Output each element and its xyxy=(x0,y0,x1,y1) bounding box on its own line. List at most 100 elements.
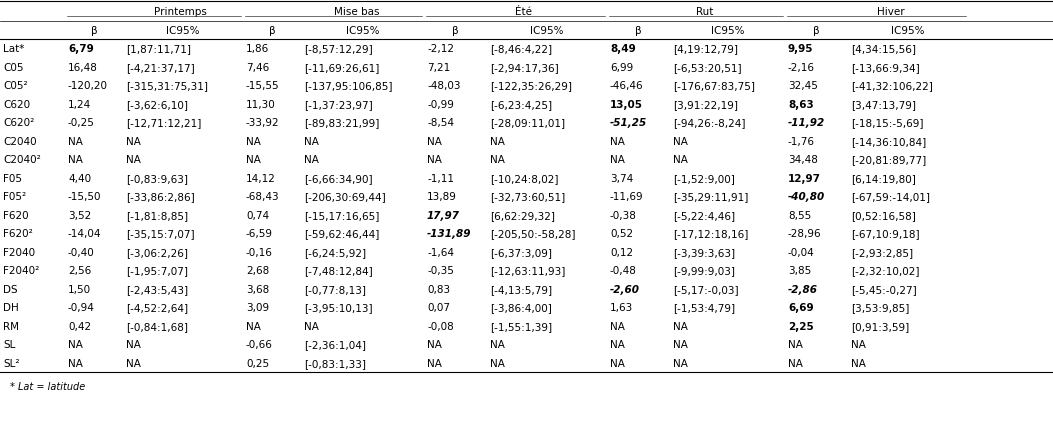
Text: [-2,43:5,43]: [-2,43:5,43] xyxy=(126,284,188,294)
Text: Hiver: Hiver xyxy=(876,7,905,17)
Text: 0,25: 0,25 xyxy=(246,358,270,368)
Text: [6,14:19,80]: [6,14:19,80] xyxy=(851,173,916,183)
Text: [-0,77:8,13]: [-0,77:8,13] xyxy=(304,284,366,294)
Text: [-13,66:9,34]: [-13,66:9,34] xyxy=(851,62,919,72)
Text: [4,19:12,79]: [4,19:12,79] xyxy=(673,44,738,54)
Text: [-2,32:10,02]: [-2,32:10,02] xyxy=(851,266,919,276)
Text: -68,43: -68,43 xyxy=(246,192,280,202)
Text: [-137,95:106,85]: [-137,95:106,85] xyxy=(304,81,393,91)
Text: 14,12: 14,12 xyxy=(246,173,276,183)
Text: 12,97: 12,97 xyxy=(788,173,821,183)
Text: 7,46: 7,46 xyxy=(246,62,270,72)
Text: -2,16: -2,16 xyxy=(788,62,815,72)
Text: [-4,52:2,64]: [-4,52:2,64] xyxy=(126,302,188,312)
Text: NA: NA xyxy=(246,155,261,165)
Text: [-32,73:60,51]: [-32,73:60,51] xyxy=(490,192,565,202)
Text: DH: DH xyxy=(3,302,19,312)
Text: [-41,32:106,22]: [-41,32:106,22] xyxy=(851,81,933,91)
Text: [-5,22:4,46]: [-5,22:4,46] xyxy=(673,210,735,220)
Text: -15,55: -15,55 xyxy=(246,81,280,91)
Text: [-206,30:69,44]: [-206,30:69,44] xyxy=(304,192,385,202)
Text: 13,89: 13,89 xyxy=(428,192,457,202)
Text: β: β xyxy=(452,26,459,36)
Text: [-67,59:-14,01]: [-67,59:-14,01] xyxy=(851,192,930,202)
Text: NA: NA xyxy=(304,321,319,331)
Text: [-176,67:83,75]: [-176,67:83,75] xyxy=(673,81,755,91)
Text: 4,40: 4,40 xyxy=(68,173,92,183)
Text: -120,20: -120,20 xyxy=(68,81,108,91)
Text: [-35,29:11,91]: [-35,29:11,91] xyxy=(673,192,749,202)
Text: β: β xyxy=(269,26,275,36)
Text: NA: NA xyxy=(673,155,688,165)
Text: 1,24: 1,24 xyxy=(68,99,92,109)
Text: [0,91:3,59]: [0,91:3,59] xyxy=(851,321,909,331)
Text: NA: NA xyxy=(851,339,866,349)
Text: NA: NA xyxy=(673,339,688,349)
Text: NA: NA xyxy=(788,339,802,349)
Text: -0,94: -0,94 xyxy=(68,302,95,312)
Text: 16,48: 16,48 xyxy=(68,62,98,72)
Text: NA: NA xyxy=(304,136,319,146)
Text: 1,50: 1,50 xyxy=(68,284,92,294)
Text: NA: NA xyxy=(610,358,624,368)
Text: [-3,62:6,10]: [-3,62:6,10] xyxy=(126,99,188,109)
Text: [-67,10:9,18]: [-67,10:9,18] xyxy=(851,229,919,239)
Text: [-8,46:4,22]: [-8,46:4,22] xyxy=(490,44,552,54)
Text: NA: NA xyxy=(610,136,624,146)
Text: 9,95: 9,95 xyxy=(788,44,814,54)
Text: C620: C620 xyxy=(3,99,31,109)
Text: [-3,95:10,13]: [-3,95:10,13] xyxy=(304,302,373,312)
Text: [3,53:9,85]: [3,53:9,85] xyxy=(851,302,910,312)
Text: -0,99: -0,99 xyxy=(428,99,454,109)
Text: NA: NA xyxy=(68,155,83,165)
Text: C05²: C05² xyxy=(3,81,27,91)
Text: [-1,52:9,00]: [-1,52:9,00] xyxy=(673,173,735,183)
Text: -2,60: -2,60 xyxy=(610,284,640,294)
Text: 3,09: 3,09 xyxy=(246,302,270,312)
Text: C05: C05 xyxy=(3,62,23,72)
Text: NA: NA xyxy=(610,339,624,349)
Text: 6,99: 6,99 xyxy=(610,62,633,72)
Text: [-0,83:1,33]: [-0,83:1,33] xyxy=(304,358,366,368)
Text: -131,89: -131,89 xyxy=(428,229,472,239)
Text: [-6,66:34,90]: [-6,66:34,90] xyxy=(304,173,373,183)
Text: -1,64: -1,64 xyxy=(428,247,454,257)
Text: 1,63: 1,63 xyxy=(610,302,633,312)
Text: Été: Été xyxy=(516,7,533,17)
Text: [-33,86:2,86]: [-33,86:2,86] xyxy=(126,192,195,202)
Text: [-6,24:5,92]: [-6,24:5,92] xyxy=(304,247,366,257)
Text: F2040²: F2040² xyxy=(3,266,39,276)
Text: [4,34:15,56]: [4,34:15,56] xyxy=(851,44,916,54)
Text: [-94,26:-8,24]: [-94,26:-8,24] xyxy=(673,118,746,128)
Text: NA: NA xyxy=(610,155,624,165)
Text: C2040: C2040 xyxy=(3,136,37,146)
Text: [-0,84:1,68]: [-0,84:1,68] xyxy=(126,321,188,331)
Text: IC95%: IC95% xyxy=(531,26,563,36)
Text: -40,80: -40,80 xyxy=(788,192,826,202)
Text: NA: NA xyxy=(673,358,688,368)
Text: -0,40: -0,40 xyxy=(68,247,95,257)
Text: NA: NA xyxy=(68,358,83,368)
Text: [-3,06:2,26]: [-3,06:2,26] xyxy=(126,247,188,257)
Text: NA: NA xyxy=(126,339,141,349)
Text: -1,11: -1,11 xyxy=(428,173,454,183)
Text: NA: NA xyxy=(246,321,261,331)
Text: Printemps: Printemps xyxy=(154,7,206,17)
Text: 0,12: 0,12 xyxy=(610,247,633,257)
Text: 11,30: 11,30 xyxy=(246,99,276,109)
Text: RM: RM xyxy=(3,321,19,331)
Text: [-89,83:21,99]: [-89,83:21,99] xyxy=(304,118,379,128)
Text: NA: NA xyxy=(673,136,688,146)
Text: 2,25: 2,25 xyxy=(788,321,814,331)
Text: IC95%: IC95% xyxy=(891,26,925,36)
Text: 3,52: 3,52 xyxy=(68,210,92,220)
Text: NA: NA xyxy=(428,136,442,146)
Text: [3,91:22,19]: [3,91:22,19] xyxy=(673,99,738,109)
Text: F05: F05 xyxy=(3,173,22,183)
Text: [-0,83:9,63]: [-0,83:9,63] xyxy=(126,173,188,183)
Text: NA: NA xyxy=(428,339,442,349)
Text: SL²: SL² xyxy=(3,358,20,368)
Text: [-5,17:-0,03]: [-5,17:-0,03] xyxy=(673,284,738,294)
Text: [-3,86:4,00]: [-3,86:4,00] xyxy=(490,302,552,312)
Text: [-205,50:-58,28]: [-205,50:-58,28] xyxy=(490,229,576,239)
